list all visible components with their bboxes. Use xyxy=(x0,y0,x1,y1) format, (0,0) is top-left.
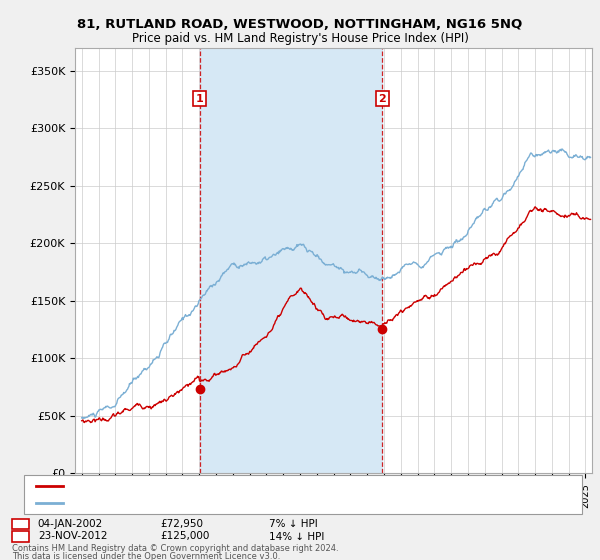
Text: 81, RUTLAND ROAD, WESTWOOD, NOTTINGHAM, NG16 5NQ: 81, RUTLAND ROAD, WESTWOOD, NOTTINGHAM, … xyxy=(77,18,523,31)
Text: Contains HM Land Registry data © Crown copyright and database right 2024.: Contains HM Land Registry data © Crown c… xyxy=(12,544,338,553)
Text: £72,950: £72,950 xyxy=(161,519,204,529)
Text: 04-JAN-2002: 04-JAN-2002 xyxy=(38,519,103,529)
Text: HPI: Average price, detached house, Ashfield: HPI: Average price, detached house, Ashf… xyxy=(69,498,294,508)
Text: 23-NOV-2012: 23-NOV-2012 xyxy=(38,531,107,542)
Text: 7% ↓ HPI: 7% ↓ HPI xyxy=(269,519,317,529)
Text: 81, RUTLAND ROAD, WESTWOOD, NOTTINGHAM, NG16 5NQ (detached house): 81, RUTLAND ROAD, WESTWOOD, NOTTINGHAM, … xyxy=(69,481,461,491)
Bar xyxy=(200,48,382,473)
Text: 1: 1 xyxy=(196,94,203,104)
Text: £125,000: £125,000 xyxy=(161,531,210,542)
Text: 2: 2 xyxy=(379,94,386,104)
Text: This data is licensed under the Open Government Licence v3.0.: This data is licensed under the Open Gov… xyxy=(12,552,280,560)
Text: 14% ↓ HPI: 14% ↓ HPI xyxy=(269,531,324,542)
Text: 2: 2 xyxy=(17,531,24,542)
Text: 1: 1 xyxy=(17,519,24,529)
Text: Price paid vs. HM Land Registry's House Price Index (HPI): Price paid vs. HM Land Registry's House … xyxy=(131,32,469,45)
